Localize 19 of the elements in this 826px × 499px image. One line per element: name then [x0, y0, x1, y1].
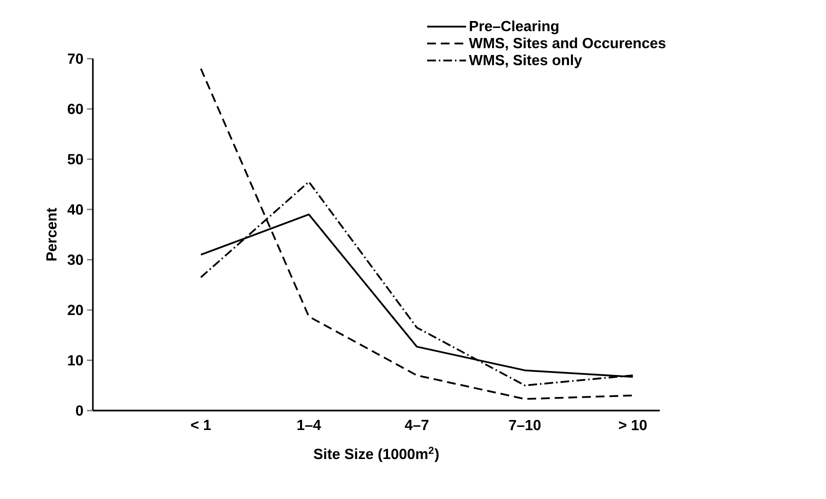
x-axis-title: Site Size (1000m$^{2}$)	[314, 446, 439, 462]
y-axis-title: Percent	[46, 208, 57, 261]
x-tick-label: > 10	[618, 420, 647, 430]
y-tick-label: 40	[67, 204, 83, 215]
y-tick-label: 10	[68, 355, 83, 366]
y-tick-label: 0	[76, 406, 83, 416]
line-series	[200, 68, 634, 400]
x-tick-label: 1–4	[298, 420, 322, 430]
x-tick-label: 7–10	[509, 420, 541, 430]
y-tick-label: 70	[68, 54, 83, 64]
legend-label: WMS, Sites and Occurences	[468, 38, 666, 51]
x-tick-label: < 1	[191, 420, 211, 430]
y-tick-label: 60	[68, 104, 83, 114]
legend-label: Pre–Clearing	[470, 20, 558, 34]
y-tick-label: 20	[68, 305, 83, 316]
y-tick-label: 30	[68, 254, 83, 266]
x-tick-label: 4–7	[404, 420, 428, 430]
legend-label: WMS, Sites only	[468, 54, 582, 68]
y-tick-label: 50	[68, 154, 83, 165]
